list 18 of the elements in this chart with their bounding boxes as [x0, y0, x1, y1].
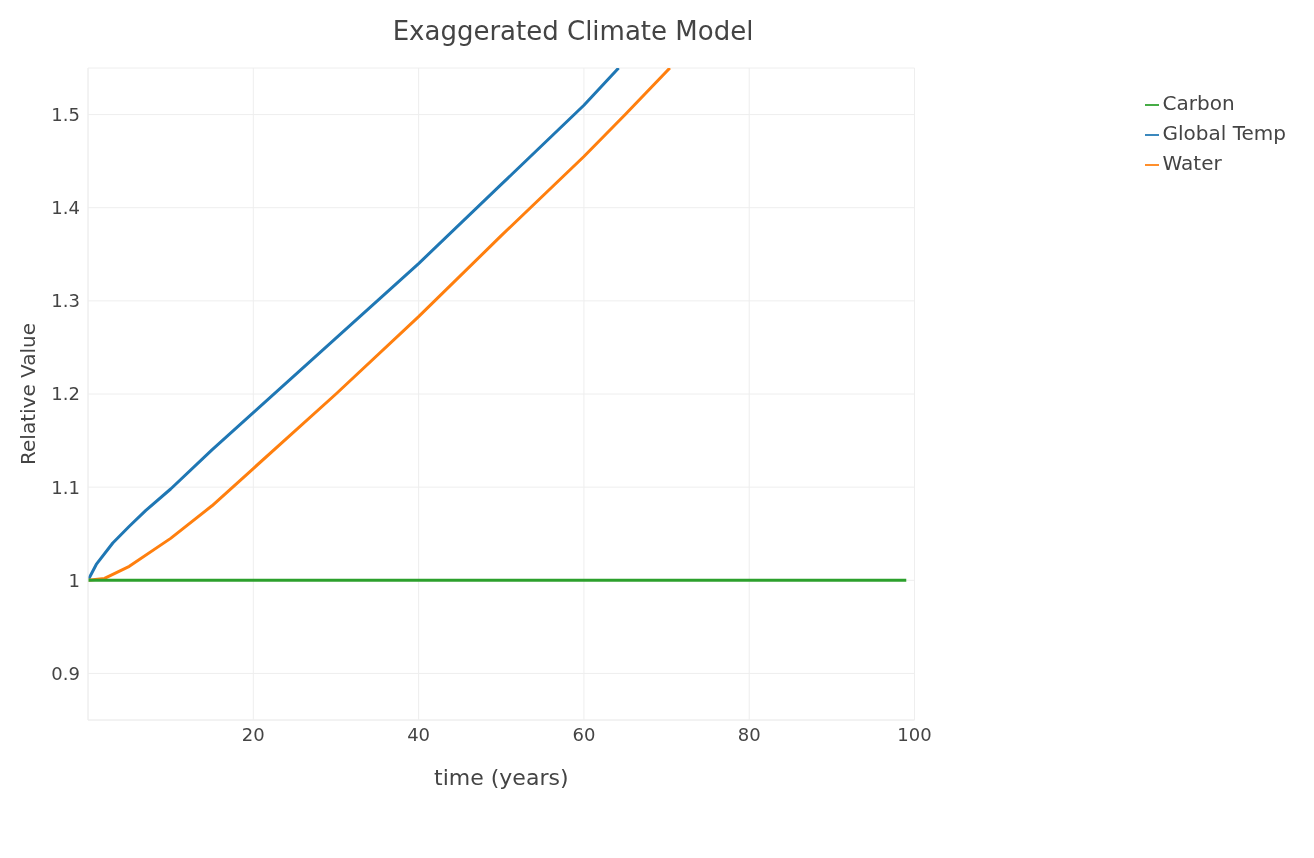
y-tick-label: 0.9 [51, 662, 80, 684]
legend-label: Global Temp [1162, 121, 1286, 145]
x-tick-label: 40 [407, 723, 431, 745]
x-tick-label: 80 [737, 723, 761, 745]
legend-label: Carbon [1162, 91, 1235, 115]
y-tick-label: 1.4 [51, 197, 80, 219]
y-tick-label: 1.3 [51, 290, 80, 312]
y-axis-title: Relative Value [16, 323, 41, 465]
x-axis-title: time (years) [434, 765, 569, 790]
chart-title: Exaggerated Climate Model [391, 16, 755, 46]
y-tick-label: 1.2 [51, 383, 80, 405]
x-tick-label: 20 [241, 723, 265, 745]
x-tick-label: 60 [572, 723, 596, 745]
x-tick-label: 100 [897, 723, 932, 745]
y-tick-label: 1 [68, 569, 80, 591]
y-tick-label: 1.5 [51, 103, 80, 125]
legend-label: Water [1162, 151, 1222, 175]
y-tick-label: 1.1 [51, 476, 80, 498]
